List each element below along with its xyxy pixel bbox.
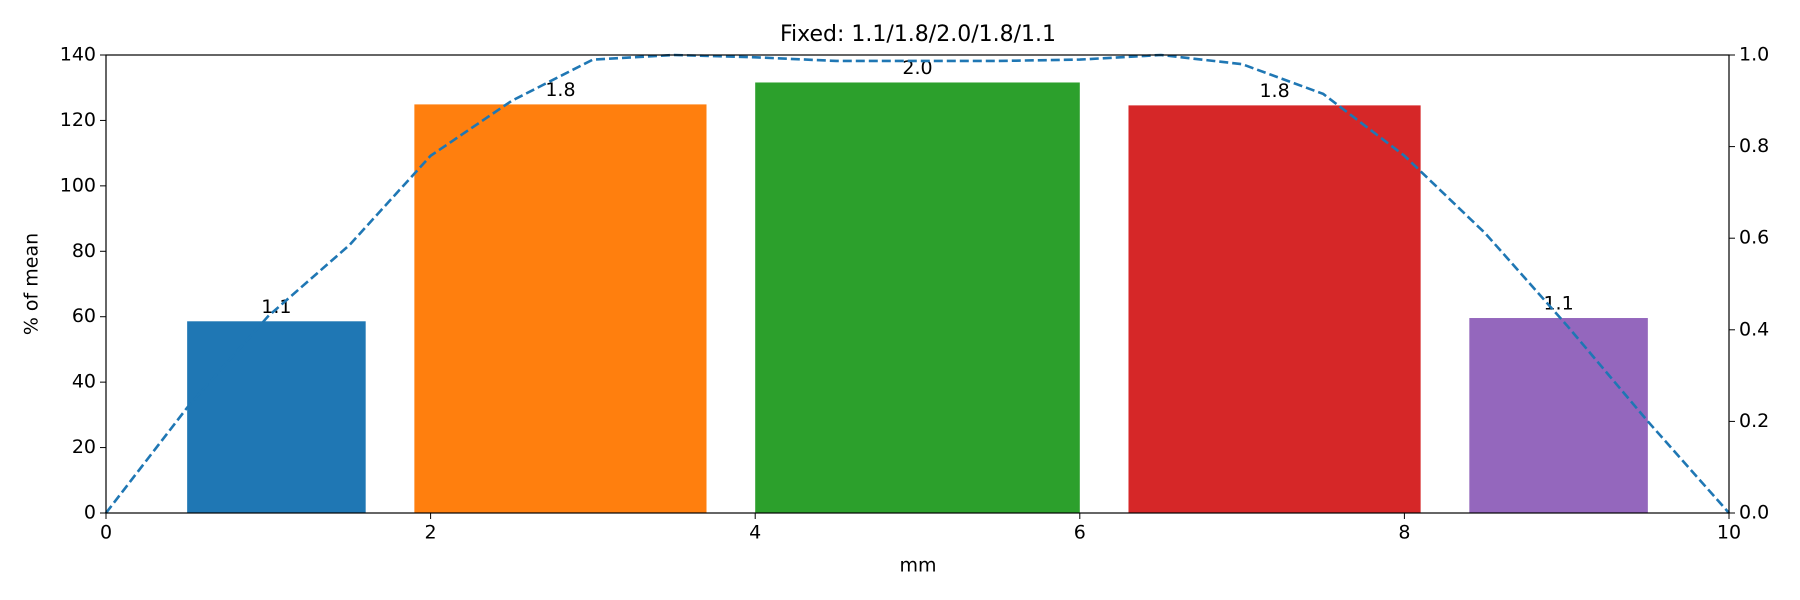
y2-tick-label: 1.0	[1739, 44, 1769, 66]
x-tick-label: 4	[749, 522, 761, 544]
x-axis-label: mm	[899, 555, 936, 577]
y-tick-label: 60	[72, 305, 96, 327]
y-tick-label: 0	[84, 502, 96, 524]
y-tick-label: 20	[72, 436, 96, 458]
y2-tick-label: 0.6	[1739, 227, 1769, 249]
chart-title: Fixed: 1.1/1.8/2.0/1.8/1.1	[780, 22, 1056, 47]
y-tick-label: 80	[72, 240, 96, 262]
bar-label: 1.8	[1259, 80, 1289, 102]
y2-tick-label: 0.8	[1739, 135, 1769, 157]
bar	[1469, 318, 1648, 513]
y-axis-label: % of mean	[21, 233, 43, 335]
x-tick-label: 2	[425, 522, 437, 544]
y2-tick-label: 0.2	[1739, 410, 1769, 432]
bar-label: 2.0	[902, 57, 932, 79]
x-tick-label: 10	[1717, 522, 1741, 544]
y-tick-label: 120	[60, 109, 96, 131]
bar-label: 1.8	[545, 79, 575, 101]
bar	[414, 104, 707, 514]
y-tick-label: 40	[72, 371, 96, 393]
y-tick-label: 100	[60, 174, 96, 196]
y-tick-label: 140	[60, 44, 96, 66]
y2-tick-label: 0.4	[1739, 318, 1769, 340]
bar	[187, 321, 366, 513]
bar	[755, 82, 1080, 513]
x-tick-label: 0	[100, 522, 112, 544]
line	[104, 53, 1730, 514]
x-tick-label: 6	[1074, 522, 1086, 544]
bar	[1128, 105, 1421, 513]
plot-frame	[105, 54, 1730, 514]
y2-tick-label: 0.0	[1739, 502, 1769, 524]
x-tick-label: 8	[1398, 522, 1410, 544]
